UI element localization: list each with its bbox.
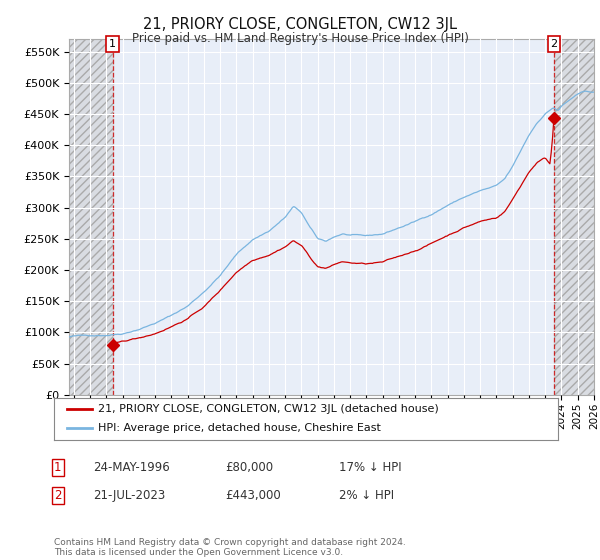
Bar xyxy=(554,39,594,395)
Text: £80,000: £80,000 xyxy=(225,461,273,474)
Text: 2: 2 xyxy=(54,489,62,502)
Bar xyxy=(69,39,113,395)
Text: 2: 2 xyxy=(550,39,557,49)
Text: 21-JUL-2023: 21-JUL-2023 xyxy=(93,489,165,502)
Text: 21, PRIORY CLOSE, CONGLETON, CW12 3JL (detached house): 21, PRIORY CLOSE, CONGLETON, CW12 3JL (d… xyxy=(98,404,439,414)
Bar xyxy=(69,39,113,395)
Text: 21, PRIORY CLOSE, CONGLETON, CW12 3JL: 21, PRIORY CLOSE, CONGLETON, CW12 3JL xyxy=(143,17,457,32)
Text: Price paid vs. HM Land Registry's House Price Index (HPI): Price paid vs. HM Land Registry's House … xyxy=(131,32,469,45)
Bar xyxy=(554,39,594,395)
Text: 2% ↓ HPI: 2% ↓ HPI xyxy=(339,489,394,502)
Text: 1: 1 xyxy=(109,39,116,49)
Text: Contains HM Land Registry data © Crown copyright and database right 2024.
This d: Contains HM Land Registry data © Crown c… xyxy=(54,538,406,557)
Text: HPI: Average price, detached house, Cheshire East: HPI: Average price, detached house, Ches… xyxy=(98,423,381,433)
Text: £443,000: £443,000 xyxy=(225,489,281,502)
Text: 1: 1 xyxy=(54,461,62,474)
Text: 17% ↓ HPI: 17% ↓ HPI xyxy=(339,461,401,474)
Text: 24-MAY-1996: 24-MAY-1996 xyxy=(93,461,170,474)
